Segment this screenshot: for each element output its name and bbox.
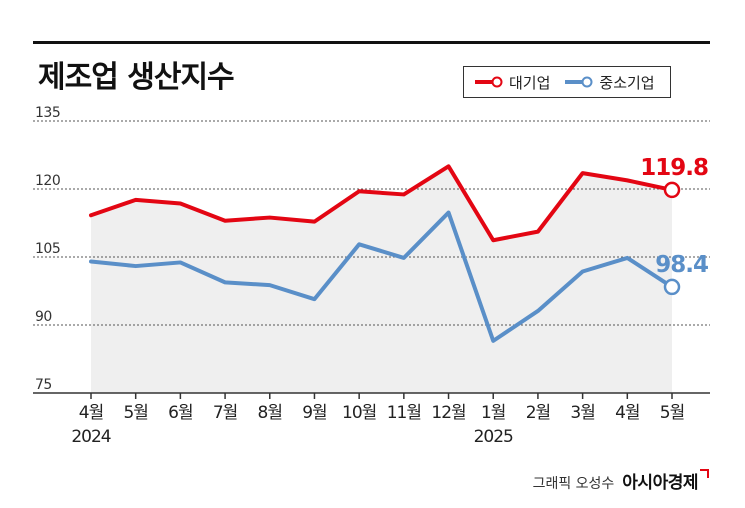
y-tick-label: 90 — [35, 309, 52, 325]
x-year-label: 2024 — [71, 427, 110, 447]
x-tick-label: 12월 — [431, 403, 465, 423]
x-tick-label: 6월 — [168, 403, 192, 423]
x-tick-label: 10월 — [342, 403, 376, 423]
legend-item-small: 중소기업 — [564, 72, 655, 93]
x-tick-label: 2월 — [526, 403, 550, 423]
end-value-label-large: 119.8 — [640, 155, 708, 181]
series-line-small — [89, 210, 674, 343]
legend-swatch-small — [565, 76, 593, 88]
x-tick-label: 11월 — [387, 403, 421, 423]
legend-label-small: 중소기업 — [599, 73, 655, 92]
end-value-label-small: 98.4 — [655, 252, 708, 278]
y-tick-label: 135 — [35, 105, 60, 121]
brand-mark-icon — [700, 469, 709, 478]
end-marker-large — [663, 181, 681, 199]
x-tick-label: 9월 — [302, 403, 326, 423]
top-rule — [33, 41, 710, 44]
credit-brand: 아시아경제 — [622, 473, 698, 493]
x-year-label: 2025 — [474, 427, 513, 447]
y-tick-label: 75 — [35, 377, 52, 393]
x-tick-label: 3월 — [570, 403, 594, 423]
x-tick-label: 5월 — [660, 403, 684, 423]
legend-label-large: 대기업 — [509, 73, 551, 92]
legend-swatch-large — [475, 76, 503, 88]
x-tick-label: 8월 — [258, 403, 282, 423]
plot-area-fill — [91, 166, 672, 393]
x-tick-label: 7월 — [213, 403, 237, 423]
credit: 그래픽 오성수 아시아경제 — [533, 468, 709, 493]
y-tick-label: 120 — [35, 173, 60, 189]
end-marker-small — [663, 278, 681, 296]
chart-title: 제조업 생산지수 — [38, 60, 235, 95]
legend: 대기업 중소기업 — [463, 66, 671, 98]
legend-item-large: 대기업 — [474, 72, 550, 93]
x-tick-label: 4월 — [79, 403, 103, 423]
x-tick-label: 1월 — [481, 403, 505, 423]
series-line-large — [89, 164, 674, 243]
x-tick-label: 4월 — [615, 403, 639, 423]
credit-author: 그래픽 오성수 — [532, 476, 615, 492]
y-tick-label: 105 — [35, 241, 60, 257]
x-tick-label: 5월 — [123, 403, 147, 423]
